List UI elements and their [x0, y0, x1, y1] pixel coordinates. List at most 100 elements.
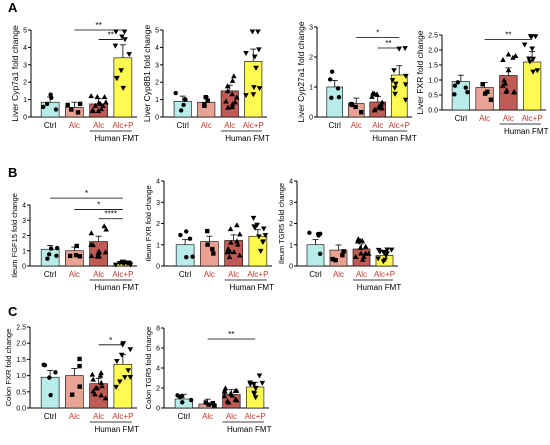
data-point	[362, 250, 369, 256]
data-point	[500, 56, 506, 62]
data-point	[92, 102, 99, 108]
data-point	[391, 68, 397, 74]
data-point	[77, 254, 83, 259]
y-tick-label: 1	[309, 85, 313, 92]
data-point	[228, 239, 234, 245]
data-point	[90, 376, 96, 382]
data-point	[231, 73, 237, 79]
x-tick-label: Alc	[228, 270, 239, 279]
data-point	[94, 385, 101, 391]
data-point	[252, 395, 259, 401]
data-point	[45, 256, 50, 261]
data-point	[249, 29, 256, 35]
data-point	[510, 54, 516, 60]
y-tick-label: 1.0	[16, 373, 26, 380]
panel-letter: C	[8, 304, 18, 319]
data-point	[77, 384, 82, 389]
data-point	[252, 385, 259, 391]
x-tick-label: Alc	[333, 270, 344, 279]
data-point	[48, 392, 53, 398]
data-point	[75, 110, 81, 115]
y-tick-label: 2.5	[16, 325, 26, 332]
data-point	[382, 257, 388, 263]
data-point	[221, 393, 228, 399]
y-tick-label: 4	[22, 203, 26, 210]
x-tick-label: Alc	[226, 412, 237, 421]
bar	[65, 375, 84, 409]
data-point	[253, 65, 259, 71]
data-point	[41, 362, 46, 367]
data-point	[120, 85, 127, 91]
data-point	[452, 83, 458, 88]
data-point	[118, 68, 124, 74]
data-point	[352, 254, 359, 260]
significance-label: **	[505, 31, 511, 40]
data-point	[210, 400, 216, 406]
x-tick-label: Alc	[503, 114, 514, 123]
group-label: Human FMT	[372, 134, 417, 143]
y-tick-label: 2	[23, 80, 27, 87]
data-point	[221, 388, 228, 394]
data-point	[259, 380, 266, 386]
data-point	[69, 392, 75, 397]
data-point	[527, 59, 533, 65]
data-point	[256, 86, 263, 92]
y-tick-label: 3	[289, 200, 293, 207]
data-point	[255, 29, 261, 35]
y-tick-label: 4	[23, 45, 27, 52]
data-point	[369, 93, 375, 99]
data-point	[188, 397, 194, 403]
y-axis-label: Ileum FGF15 fold change	[10, 193, 19, 278]
data-point	[252, 54, 258, 60]
data-point	[210, 246, 215, 252]
data-point	[232, 396, 239, 402]
data-point	[250, 215, 257, 221]
data-point	[375, 256, 381, 262]
data-point	[358, 250, 364, 256]
data-point	[119, 260, 126, 266]
y-tick-label: 0	[155, 115, 159, 122]
data-point	[232, 388, 239, 394]
y-tick-label: 1	[22, 248, 26, 255]
data-point	[530, 56, 536, 62]
data-point	[234, 238, 240, 244]
data-point	[101, 223, 108, 229]
data-point	[47, 375, 52, 380]
data-point	[90, 242, 96, 248]
data-point	[512, 52, 519, 58]
data-point	[465, 89, 470, 95]
data-point	[44, 101, 50, 107]
x-tick-label: Alc	[372, 121, 383, 130]
data-point	[250, 92, 257, 98]
data-point	[229, 91, 235, 97]
y-tick-label: 0	[22, 264, 26, 271]
data-point	[211, 251, 216, 256]
data-point	[388, 247, 395, 253]
data-point	[243, 93, 249, 99]
y-axis-label: Ileum FXR fold change	[144, 185, 153, 261]
y-tick-label: 4	[289, 179, 293, 186]
y-tick-label: 2.5	[428, 33, 438, 40]
data-point	[530, 69, 536, 75]
x-tick-label: Alc	[351, 121, 362, 130]
data-point	[41, 104, 46, 110]
data-point	[95, 108, 102, 114]
data-point	[113, 384, 119, 390]
y-tick-label: 3	[156, 200, 160, 207]
y-tick-label: 0	[309, 115, 313, 122]
data-point	[391, 85, 398, 91]
data-point	[89, 371, 96, 377]
y-tick-label: 4	[156, 179, 160, 186]
y-tick-label: 0.5	[16, 389, 26, 396]
y-tick-label: 1	[23, 97, 27, 104]
data-point	[126, 52, 132, 58]
x-tick-label: Ctrl	[329, 121, 342, 130]
data-point	[53, 107, 59, 112]
group-label: Human FMT	[95, 283, 140, 292]
data-point	[98, 392, 104, 398]
y-tick-label: 2	[156, 221, 160, 228]
group-label: Human FMT	[95, 134, 140, 143]
